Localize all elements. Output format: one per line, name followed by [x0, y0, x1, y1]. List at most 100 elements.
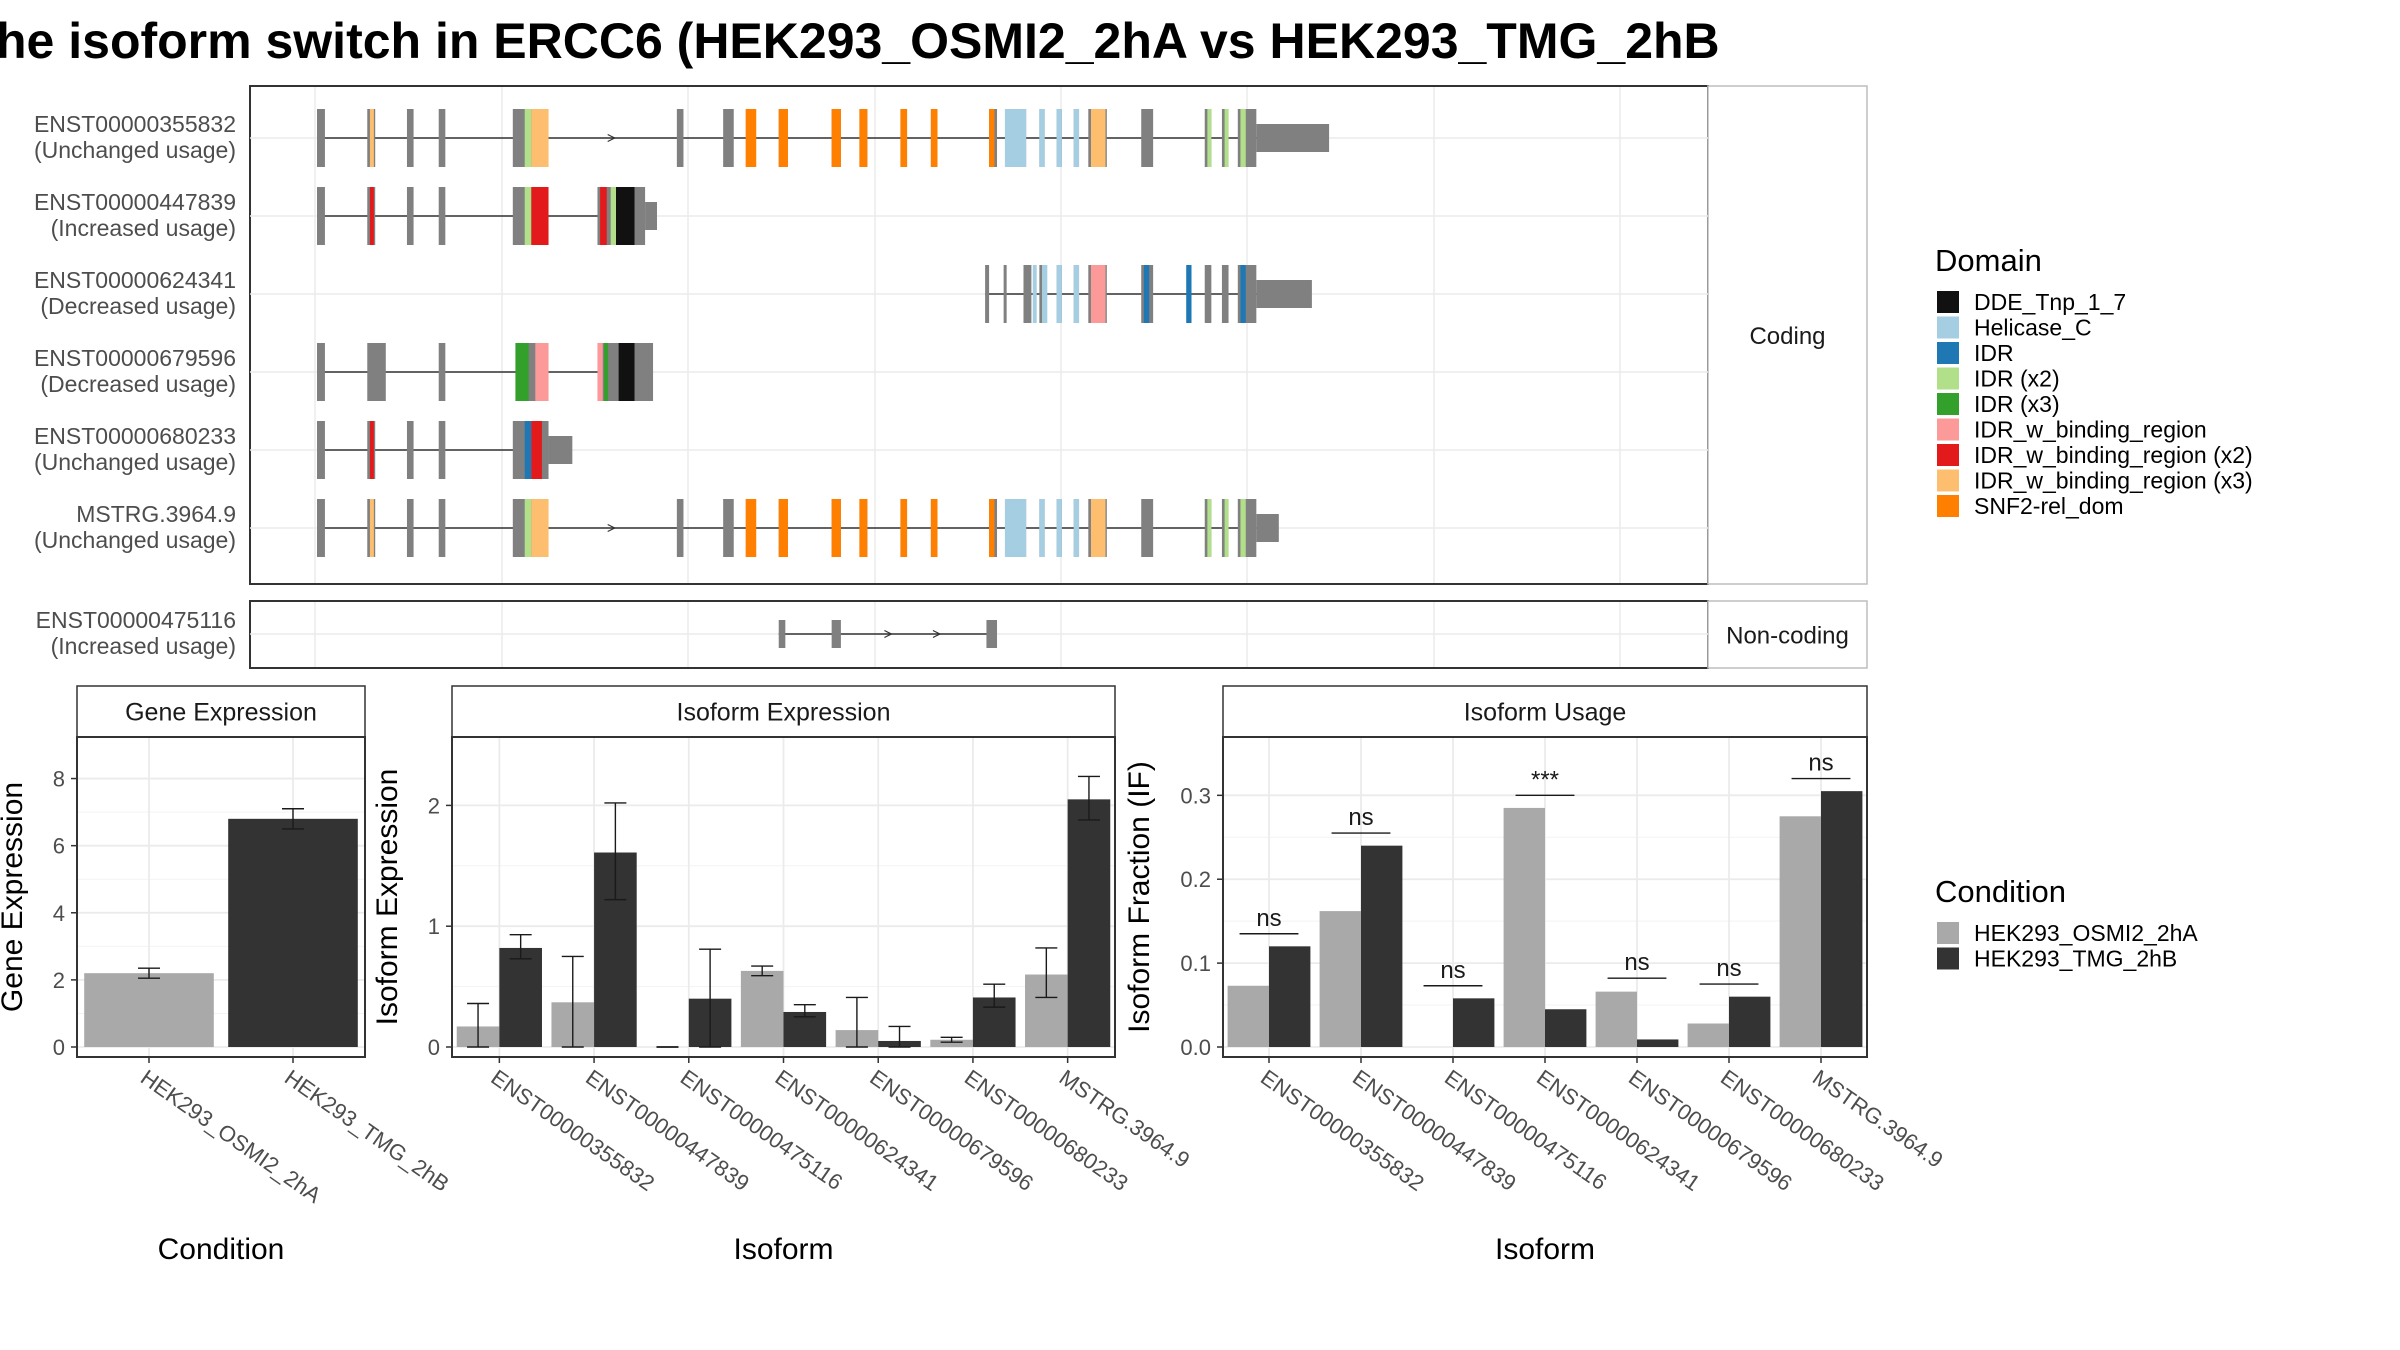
direction-arrow: [884, 629, 893, 639]
bar: [930, 1039, 973, 1047]
bar: [1453, 998, 1495, 1047]
coding-exon: [317, 343, 325, 401]
transcript-ENST00000447839: ENST00000447839(Increased usage): [34, 187, 1708, 245]
y-tick-label: 8: [53, 767, 65, 792]
domain-segment: [1224, 499, 1229, 557]
significance-label: ns: [1624, 949, 1649, 976]
condition-legend-label: HEK293_OSMI2_2hA: [1974, 920, 2198, 946]
facet-strip: [1707, 85, 1868, 585]
domain-legend-item: DDE_Tnp_1_7: [1937, 289, 2126, 315]
transcript-ENST00000679596: ENST00000679596(Decreased usage): [34, 343, 1708, 401]
y-tick-label: 0.0: [1180, 1035, 1211, 1060]
domain-segment: [1090, 265, 1106, 323]
domain-segment: [1224, 109, 1229, 167]
domain-segment: [531, 187, 549, 245]
domain-legend-swatch: [1937, 495, 1959, 517]
direction-arrow: [607, 133, 617, 143]
structure-panel-bg: [250, 86, 1708, 584]
x-tick-label: ENST00000447839: [1348, 1065, 1521, 1196]
domain-legend-item: IDR (x3): [1937, 391, 2060, 417]
domain-legend-label: IDR (x3): [1974, 391, 2060, 417]
domain-legend-label: Helicase_C: [1974, 315, 2092, 341]
domain-segment: [369, 499, 374, 557]
domain-legend-label: DDE_Tnp_1_7: [1974, 289, 2126, 315]
bar: [1227, 985, 1269, 1047]
domain-segment: [1056, 109, 1062, 167]
domain-segment: [1042, 265, 1048, 323]
domain-segment: [369, 109, 374, 167]
facet-strip: [1707, 600, 1868, 669]
x-axis-title: Condition: [158, 1233, 285, 1266]
domain-segment: [930, 499, 938, 557]
domain-legend-item: IDR_w_binding_region (x2): [1937, 442, 2253, 468]
bar: [1269, 946, 1311, 1047]
bar: [499, 947, 542, 1047]
noncoding-exon: [831, 620, 841, 648]
transcript-ENST00000355832: ENST00000355832(Unchanged usage): [34, 109, 1708, 167]
domain-segment: [989, 109, 995, 167]
coding-exon: [723, 109, 734, 167]
domain-segment: [610, 187, 616, 245]
transcript-id-label: ENST00000679596: [34, 345, 236, 371]
coding-exon: [676, 109, 684, 167]
domain-segment: [369, 187, 374, 245]
domain-segment: [531, 421, 542, 479]
domain-segment: [535, 343, 549, 401]
y-tick-label: 0.1: [1180, 951, 1211, 976]
coding-exon: [406, 187, 414, 245]
bar: [1637, 1039, 1679, 1047]
figure-title: he isoform switch in ERCC6 (HEK293_OSMI2…: [0, 13, 1720, 69]
coding-exon: [438, 421, 446, 479]
y-axis-title: Isoform Expression: [371, 769, 404, 1026]
coding-exon: [438, 109, 446, 167]
condition-legend-swatch: [1937, 922, 1959, 944]
domain-segment: [1073, 265, 1080, 323]
bar: [1729, 996, 1771, 1047]
panel-title: Gene Expression: [125, 699, 317, 727]
domain-legend-swatch: [1937, 316, 1959, 339]
x-tick-label: ENST00000680233: [960, 1065, 1133, 1196]
y-tick-label: 2: [428, 793, 440, 818]
bar: [1545, 1009, 1587, 1047]
noncoding-exon: [1256, 514, 1279, 542]
domain-segment: [1090, 499, 1106, 557]
domain-segment: [778, 499, 788, 557]
x-tick-label: ENST00000624341: [1532, 1065, 1705, 1196]
domain-segment: [1056, 265, 1062, 323]
domain-legend-label: SNF2-rel_dom: [1974, 493, 2124, 519]
coding-exon: [985, 265, 990, 323]
significance-label: ns: [1716, 955, 1741, 982]
y-tick-label: 0: [428, 1035, 440, 1060]
transcript-usage-label: (Increased usage): [51, 633, 236, 659]
domain-legend-item: IDR_w_binding_region: [1937, 417, 2207, 443]
domain-legend-title: Domain: [1935, 243, 2042, 278]
transcript-id-label: ENST00000475116: [36, 607, 236, 633]
domain-segment: [600, 187, 607, 245]
panel-title: Isoform Expression: [677, 699, 891, 727]
coding-exon: [438, 187, 446, 245]
coding-exon: [406, 499, 414, 557]
transcript-ENST00000624341: ENST00000624341(Decreased usage): [34, 265, 1708, 323]
domain-legend-swatch: [1937, 342, 1959, 364]
coding-exon: [317, 499, 325, 557]
domain-segment: [1073, 109, 1080, 167]
domain-legend-item: SNF2-rel_dom: [1937, 493, 2124, 519]
domain-segment: [1186, 265, 1192, 323]
domain-segment: [745, 109, 757, 167]
domain-segment: [1240, 499, 1246, 557]
noncoding-exon: [1256, 280, 1312, 308]
domain-segment: [1039, 499, 1045, 557]
domain-segment: [524, 109, 532, 167]
transcript-id-label: ENST00000680233: [34, 423, 236, 449]
domain-segment: [531, 109, 549, 167]
domain-segment: [604, 343, 609, 401]
transcript-id-label: ENST00000355832: [34, 111, 236, 137]
coding-exon: [1141, 109, 1154, 167]
domain-legend-swatch: [1937, 444, 1959, 466]
panel-title: Isoform Usage: [1464, 699, 1627, 727]
x-tick-label: ENST00000680233: [1716, 1065, 1889, 1196]
domain-segment: [1056, 499, 1062, 557]
